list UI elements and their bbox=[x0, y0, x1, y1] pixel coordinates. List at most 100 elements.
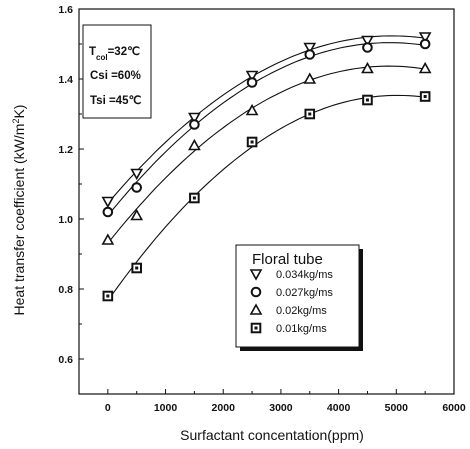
condition-tcol-value: =32℃ bbox=[108, 45, 141, 58]
plot-frame bbox=[78, 8, 455, 395]
data-point bbox=[361, 61, 374, 74]
data-point-shape bbox=[188, 112, 201, 125]
y-tick-label: 0.8 bbox=[58, 284, 73, 296]
data-point-shape bbox=[419, 38, 431, 50]
data-point-center bbox=[106, 294, 110, 298]
data-point-shape bbox=[303, 72, 317, 84]
data-point bbox=[419, 91, 431, 102]
y-tick-label: 1.0 bbox=[58, 214, 73, 226]
data-point bbox=[102, 206, 114, 218]
data-point bbox=[188, 138, 201, 151]
legend-marker-shape bbox=[250, 286, 262, 298]
data-point-center bbox=[365, 98, 369, 102]
condition-tcol-sub: col bbox=[96, 53, 108, 62]
condition-tcol: Tcol=32℃ bbox=[89, 45, 140, 62]
data-point-shape bbox=[418, 32, 432, 44]
legend-marker bbox=[250, 322, 262, 334]
data-point-center bbox=[192, 196, 196, 200]
data-point bbox=[245, 103, 259, 116]
legend-marker bbox=[249, 269, 263, 281]
data-point bbox=[101, 233, 115, 245]
data-point bbox=[304, 108, 316, 120]
data-point bbox=[188, 112, 201, 125]
x-tick-label: 5000 bbox=[385, 402, 409, 414]
data-point-shape bbox=[245, 103, 259, 116]
data-point bbox=[419, 38, 431, 50]
data-point bbox=[246, 77, 258, 88]
data-point bbox=[418, 61, 432, 74]
legend-marker-shape bbox=[249, 303, 263, 315]
legend-title: Floral tube bbox=[252, 251, 323, 268]
x-axis-title: Surfactant concentation(ppm) bbox=[180, 427, 364, 443]
data-point bbox=[130, 208, 144, 221]
legend: Floral tube 0.034kg/ms 0.027kg/ms 0.02kg/m… bbox=[235, 244, 363, 351]
data-point-shape bbox=[189, 119, 200, 130]
data-point bbox=[362, 42, 373, 53]
x-tick-label: 0 bbox=[105, 402, 111, 414]
data-point bbox=[361, 35, 374, 48]
x-tick-label: 1000 bbox=[154, 402, 178, 414]
conditions-box bbox=[82, 24, 152, 119]
data-point bbox=[362, 94, 373, 106]
legend-marker-shape bbox=[249, 269, 263, 281]
data-point-shape bbox=[130, 208, 144, 221]
legend-entry-label: 0.027kg/ms bbox=[276, 287, 333, 299]
data-point-center bbox=[308, 112, 312, 116]
data-point bbox=[131, 182, 142, 193]
data-point-shape bbox=[101, 233, 115, 245]
data-point-center bbox=[135, 266, 139, 270]
data-point-shape bbox=[246, 77, 258, 88]
conditions-annotation: Tcol=32℃ Csi =60% Tsi =45℃ bbox=[82, 24, 152, 119]
y-axis-title: Heat transfer coefficient (kW/m2K) bbox=[11, 105, 27, 316]
condition-csi: Csi =60% bbox=[90, 70, 141, 82]
data-point-shape bbox=[131, 182, 142, 193]
series-curve bbox=[107, 65, 426, 244]
legend-entry-label: 0.02kg/ms bbox=[276, 305, 327, 317]
series-curve bbox=[107, 35, 426, 204]
y-axis-title-suffix: K) bbox=[11, 105, 27, 119]
series-curve bbox=[107, 42, 426, 216]
data-point-shape bbox=[361, 61, 374, 74]
data-point bbox=[303, 72, 317, 84]
data-point-shape bbox=[303, 42, 317, 55]
data-point-shape bbox=[102, 206, 114, 218]
data-point-center bbox=[250, 140, 254, 144]
data-point bbox=[304, 49, 316, 60]
data-point bbox=[130, 168, 144, 181]
data-point-center bbox=[423, 95, 427, 98]
legend-marker bbox=[249, 303, 263, 315]
data-point-shape bbox=[362, 42, 373, 53]
y-axis-title-sup: 2 bbox=[11, 119, 21, 124]
data-point bbox=[131, 262, 142, 274]
data-point-shape bbox=[130, 168, 144, 181]
data-point bbox=[189, 119, 200, 130]
plot-area: 0 1000 2000 3000 4000 5000 6000 0.6 0.8 1.0 1.2 1.4… bbox=[58, 4, 465, 414]
x-tick-label: 2000 bbox=[212, 402, 236, 414]
x-tick-label: 4000 bbox=[327, 402, 351, 414]
data-point-shape bbox=[245, 70, 259, 83]
legend-marker-center bbox=[254, 326, 258, 330]
legend-marker bbox=[250, 286, 262, 298]
data-point bbox=[246, 136, 258, 148]
data-point-shape bbox=[418, 61, 432, 74]
x-tick-label: 3000 bbox=[269, 402, 293, 414]
data-point-shape bbox=[304, 49, 316, 60]
y-tick-label: 0.6 bbox=[58, 354, 73, 366]
legend-entry-label: 0.01kg/ms bbox=[276, 323, 327, 335]
data-point bbox=[102, 290, 114, 302]
y-tick-label: 1.6 bbox=[58, 4, 73, 16]
data-point bbox=[303, 42, 317, 55]
data-point-shape bbox=[361, 35, 374, 48]
y-tick-label: 1.4 bbox=[58, 74, 73, 86]
data-point bbox=[418, 32, 432, 44]
data-point bbox=[245, 70, 259, 83]
y-axis-title-prefix: Heat transfer coefficient (kW/m bbox=[11, 124, 27, 316]
y-tick-label: 1.2 bbox=[58, 144, 73, 156]
data-point-shape bbox=[101, 196, 115, 209]
data-point bbox=[101, 196, 115, 209]
legend-entry-label: 0.034kg/ms bbox=[276, 269, 333, 281]
data-point-shape bbox=[188, 138, 201, 151]
condition-tsi: Tsi =45℃ bbox=[90, 94, 141, 107]
data-point bbox=[189, 192, 200, 204]
